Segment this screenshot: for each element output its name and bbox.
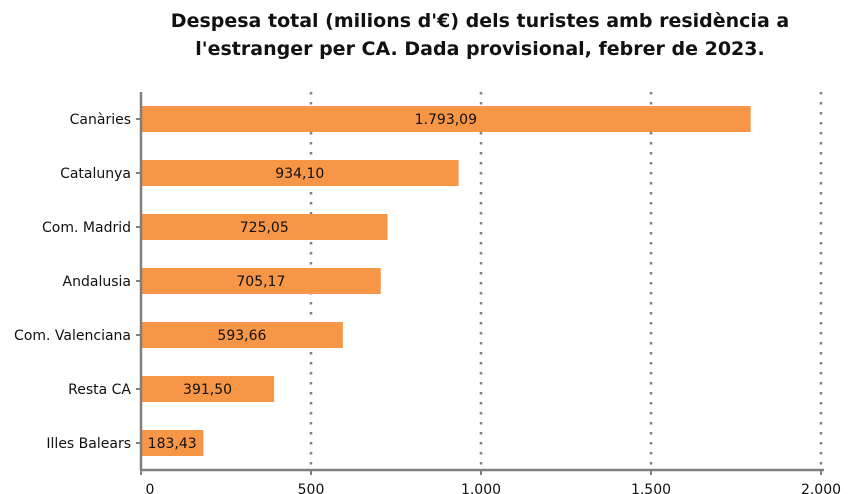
- category-label: Com. Madrid: [42, 220, 131, 236]
- x-tick-label: 0: [146, 482, 155, 494]
- category-label: Com. Valenciana: [14, 328, 131, 344]
- data-label: 705,17: [236, 274, 285, 290]
- bars: [141, 106, 751, 456]
- bar: [141, 214, 388, 240]
- category-label: Resta CA: [68, 382, 131, 398]
- x-tick-label: 500: [298, 482, 325, 494]
- category-label: Canàries: [70, 112, 131, 128]
- bar: [141, 322, 343, 348]
- bar: [141, 376, 275, 402]
- data-label: 183,43: [148, 436, 197, 452]
- bar: [141, 430, 204, 456]
- data-label: 593,66: [217, 328, 266, 344]
- x-tick-label: 1.000: [461, 482, 501, 494]
- data-label: 934,10: [275, 166, 324, 182]
- chart-title-line-1: Despesa total (milions d'€) dels turiste…: [170, 10, 790, 32]
- x-tick-label: 1.500: [631, 482, 671, 494]
- bar: [141, 268, 381, 294]
- data-label: 391,50: [183, 382, 232, 398]
- labels: 0 500 1.000 1.500 2.000 Canàries 1.793,09 Catal…: [14, 112, 841, 494]
- data-label: 725,05: [240, 220, 289, 236]
- axes: [136, 92, 824, 475]
- category-label: Catalunya: [60, 166, 131, 182]
- data-label: 1.793,09: [415, 112, 477, 128]
- x-tick-label: 2.000: [801, 482, 841, 494]
- bar: [141, 160, 459, 186]
- category-label: Andalusia: [63, 274, 131, 290]
- gridlines: [309, 92, 823, 470]
- bar: [141, 106, 751, 132]
- category-label: Illes Balears: [46, 436, 131, 452]
- chart-title-line-2: l'estranger per CA. Dada provisional, fe…: [195, 38, 765, 60]
